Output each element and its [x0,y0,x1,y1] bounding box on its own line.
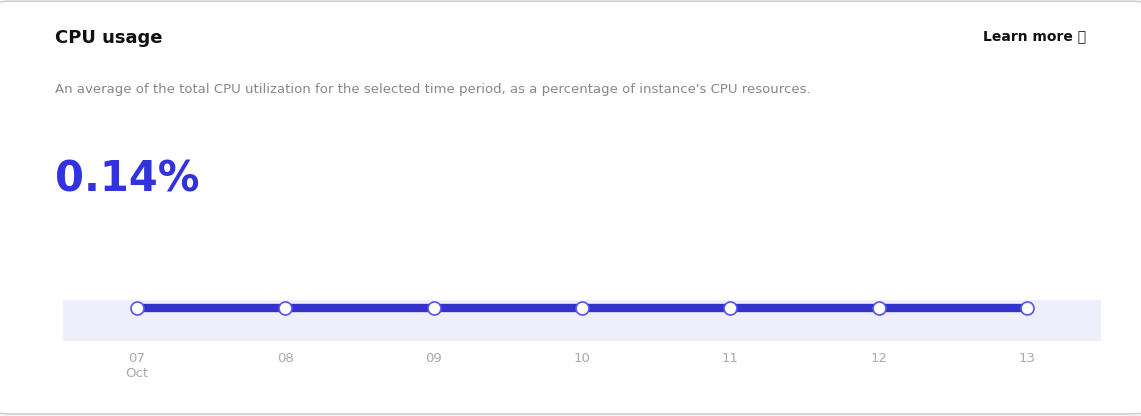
Point [128,305,146,311]
Text: Learn more ⓘ: Learn more ⓘ [984,29,1086,43]
Text: 0.14%: 0.14% [55,158,200,200]
Point [276,305,294,311]
Point [573,305,591,311]
Text: CPU usage: CPU usage [55,29,162,47]
Text: An average of the total CPU utilization for the selected time period, as a perce: An average of the total CPU utilization … [55,83,810,96]
Point [721,305,739,311]
Point [869,305,888,311]
Point [424,305,443,311]
Point [1018,305,1036,311]
